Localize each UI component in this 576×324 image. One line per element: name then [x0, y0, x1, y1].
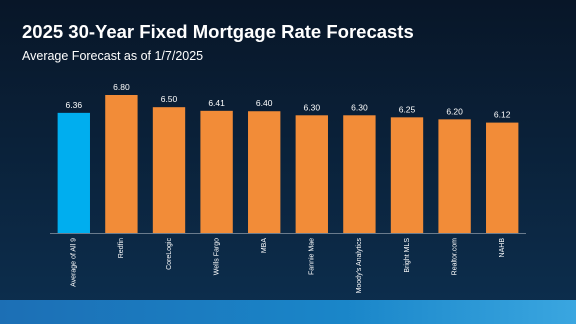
x-tick-label: Bright MLS: [404, 238, 411, 273]
x-tick-label: NAHB: [499, 238, 506, 258]
bar: [438, 119, 471, 233]
value-label: 6.20: [446, 106, 463, 116]
value-label: 6.30: [351, 102, 368, 112]
value-label: 6.30: [304, 102, 321, 112]
bar: [57, 112, 90, 233]
value-label: 6.40: [256, 98, 273, 108]
bar: [486, 122, 519, 233]
x-tick-label: CoreLogic: [166, 238, 173, 270]
bar: [105, 95, 138, 233]
chart-title: 2025 30-Year Fixed Mortgage Rate Forecas…: [22, 21, 414, 42]
bar: [200, 110, 233, 233]
x-tick-label: Wells Fargo: [213, 238, 220, 275]
bar: [152, 107, 186, 233]
x-tick-label: MBA: [261, 238, 268, 254]
value-label: 6.41: [208, 98, 225, 108]
value-label: 6.50: [161, 94, 178, 104]
bar: [390, 117, 424, 233]
value-label: 6.12: [494, 110, 511, 120]
chart-subtitle: Average Forecast as of 1/7/2025: [22, 49, 203, 63]
footer-band: [0, 300, 576, 324]
value-label: 6.80: [113, 82, 130, 92]
x-tick-label: Realtor.com: [451, 238, 458, 276]
x-tick-label: Fannie Mae: [309, 238, 316, 275]
value-label: 6.25: [399, 104, 416, 114]
bar: [343, 115, 376, 233]
x-tick-label: Moody's Analytics: [356, 238, 363, 294]
x-tick-label: Redfin: [118, 238, 125, 258]
x-tick-label: Average of All 9: [71, 238, 78, 287]
bar: [295, 115, 328, 233]
bar: [248, 111, 281, 233]
value-label: 6.36: [66, 100, 83, 110]
